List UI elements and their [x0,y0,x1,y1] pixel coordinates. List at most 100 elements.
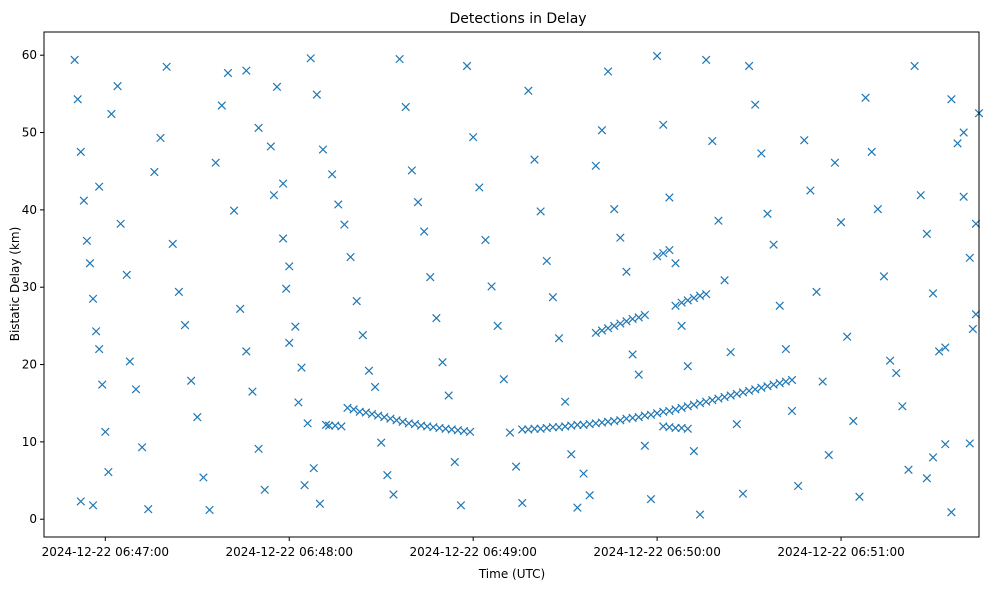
data-point [904,465,913,474]
data-point [223,68,233,78]
data-point [947,508,956,517]
data-point [683,424,692,433]
x-tick-label: 2024-12-22 06:50:00 [593,545,720,559]
data-point [622,267,631,276]
data-point [922,474,932,483]
data-point [281,284,291,293]
data-point [327,170,337,179]
data-point [312,90,322,99]
data-point [824,450,834,460]
data-point [591,161,601,171]
data-point [634,412,643,422]
data-point [671,301,680,310]
chart-title: Detections in Delay [449,11,586,27]
data-point [775,301,784,310]
data-point [401,102,410,112]
data-point [757,383,766,392]
data-point [285,262,294,271]
data-point [622,317,631,326]
data-point [505,428,515,437]
data-point [300,480,309,490]
data-point [968,324,978,334]
data-point [321,420,331,430]
data-point [254,123,263,133]
data-point [373,411,383,420]
data-point [334,200,343,209]
data-point [398,417,407,426]
data-point [769,380,778,389]
data-point [757,149,766,158]
data-point [793,481,803,491]
y-tick-label: 20 [22,358,37,372]
data-point [137,443,147,452]
data-point [659,120,668,130]
data-point [861,93,870,102]
data-point [585,491,594,500]
data-point [616,319,625,328]
x-tick-label: 2024-12-22 06:48:00 [226,545,353,559]
data-point [659,248,668,258]
data-point [738,489,748,498]
data-point [324,421,334,430]
data-point [573,503,582,512]
data-point [959,192,968,201]
data-point [291,322,300,331]
data-point [640,310,650,320]
data-point [787,406,797,416]
y-tick-label: 60 [22,48,37,62]
data-points [70,51,984,519]
data-point [892,368,901,378]
data-point [380,412,389,422]
data-point [701,289,711,299]
data-point [499,375,509,384]
data-point [855,492,864,502]
data-point [689,400,699,409]
data-point [652,409,662,418]
data-point [229,206,239,215]
x-axis: 2024-12-22 06:47:00 2024-12-22 06:48:00 20… [42,537,905,559]
data-point [971,219,981,229]
data-point [720,276,729,285]
data-point [665,406,674,416]
data-point [82,236,92,246]
data-point [76,497,86,506]
data-point [806,186,815,195]
data-point [640,441,650,450]
data-point [714,216,723,225]
data-point [70,55,79,65]
data-point [842,332,852,341]
data-point [462,61,472,71]
data-point [738,388,748,397]
data-point [303,419,312,428]
data-point [475,183,484,192]
data-point [76,147,86,157]
data-point [671,423,680,433]
data-point [947,95,956,104]
data-point [720,392,729,402]
data-point [750,100,760,109]
data-point [318,145,328,154]
data-point [343,403,352,413]
data-point [628,314,637,324]
data-point [634,370,643,379]
data-point [260,485,269,495]
data-point [450,457,460,467]
data-point [524,86,533,95]
data-point [812,287,821,297]
data-point [616,415,625,425]
data-point [567,450,576,459]
data-point [113,81,122,91]
data-point [116,219,125,229]
y-tick-label: 50 [22,126,37,140]
data-point [959,128,968,137]
data-point [235,304,245,314]
data-point [677,298,686,307]
data-point [665,193,674,202]
data-point [107,109,116,119]
data-point [309,463,318,473]
data-point [456,501,466,510]
data-point [744,61,754,71]
data-point [346,252,355,262]
data-point [701,55,711,65]
data-point [597,326,607,335]
